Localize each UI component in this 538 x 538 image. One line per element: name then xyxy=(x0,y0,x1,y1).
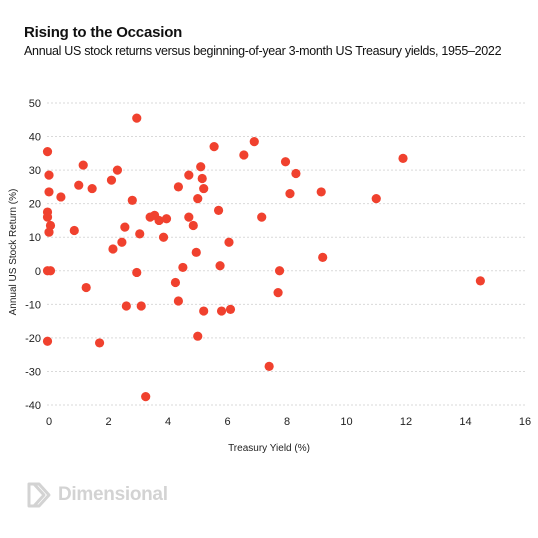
x-axis-ticks: 0 2 4 6 8 10 12 14 16 xyxy=(46,416,531,428)
data-point xyxy=(191,247,201,257)
data-point xyxy=(209,142,219,152)
data-point xyxy=(291,168,301,179)
data-point xyxy=(193,331,203,341)
data-point xyxy=(170,277,181,288)
y-tick-label: -20 xyxy=(25,333,41,345)
data-point xyxy=(56,192,66,202)
data-point xyxy=(257,212,267,222)
data-point xyxy=(273,287,283,298)
y-tick-label: 10 xyxy=(29,232,41,244)
data-point xyxy=(121,301,131,311)
data-point xyxy=(154,215,164,226)
chart-title: Rising to the Occasion xyxy=(24,24,183,41)
data-point xyxy=(239,150,249,160)
data-point xyxy=(45,266,56,276)
y-tick-label: -10 xyxy=(25,299,41,311)
x-tick-label: 8 xyxy=(284,416,290,428)
data-point xyxy=(188,220,198,231)
data-point xyxy=(285,189,295,199)
y-tick-label: 50 xyxy=(29,98,41,110)
data-point xyxy=(184,212,194,222)
data-point xyxy=(475,276,485,286)
x-tick-label: 12 xyxy=(400,416,412,428)
data-point xyxy=(106,175,117,185)
y-tick-label: 40 xyxy=(29,132,41,144)
data-point xyxy=(215,261,225,271)
data-point xyxy=(398,153,408,163)
brand-logo: Dimensional xyxy=(26,482,168,508)
dimensional-logo-icon xyxy=(27,482,51,508)
x-tick-label: 4 xyxy=(165,416,171,428)
x-axis-label: Treasury Yield (%) xyxy=(228,443,310,454)
data-point xyxy=(184,170,194,180)
data-point xyxy=(87,183,97,194)
data-point xyxy=(264,361,274,372)
x-tick-label: 0 xyxy=(46,416,52,428)
y-tick-label: -40 xyxy=(25,400,41,412)
data-point xyxy=(280,157,291,167)
data-point xyxy=(178,262,188,273)
data-point xyxy=(81,282,91,293)
x-tick-label: 16 xyxy=(519,416,531,428)
data-point xyxy=(120,222,130,232)
data-point xyxy=(224,237,234,247)
data-point xyxy=(135,229,145,239)
chart-subtitle: Annual US stock returns versus beginning… xyxy=(24,44,502,58)
data-point xyxy=(74,180,84,190)
data-point xyxy=(371,194,381,204)
data-point xyxy=(249,136,259,147)
data-point xyxy=(42,147,53,157)
data-point xyxy=(42,212,53,222)
data-point xyxy=(112,165,123,175)
data-point xyxy=(141,392,151,402)
data-point xyxy=(318,252,328,262)
data-point xyxy=(42,336,53,346)
data-point xyxy=(132,113,142,123)
data-point xyxy=(44,170,54,180)
y-tick-label: 20 xyxy=(29,199,41,211)
data-point xyxy=(108,244,118,254)
data-point xyxy=(197,173,207,184)
data-points xyxy=(42,113,485,402)
data-point xyxy=(216,306,227,316)
y-axis-label: Annual US Stock Return (%) xyxy=(8,189,19,316)
y-tick-label: -30 xyxy=(25,366,41,378)
x-tick-label: 10 xyxy=(340,416,352,428)
data-point xyxy=(78,160,88,170)
data-point xyxy=(316,187,326,197)
data-point xyxy=(44,227,54,237)
brand-name: Dimensional xyxy=(58,484,168,505)
data-point xyxy=(196,162,206,172)
gridlines xyxy=(47,102,525,406)
data-point xyxy=(117,237,127,247)
y-tick-label: 0 xyxy=(35,266,41,278)
data-point xyxy=(94,338,105,348)
data-point xyxy=(199,183,209,194)
data-point xyxy=(173,182,184,192)
data-point xyxy=(132,267,142,278)
x-tick-label: 14 xyxy=(459,416,471,428)
data-point xyxy=(69,225,79,236)
data-point xyxy=(225,304,236,314)
x-tick-label: 6 xyxy=(224,416,230,428)
y-axis-ticks: 50 40 30 20 10 0 -10 -20 -30 -40 xyxy=(25,98,41,412)
data-point xyxy=(161,214,172,224)
x-tick-label: 2 xyxy=(105,416,111,428)
data-point xyxy=(44,187,54,197)
data-point xyxy=(193,194,203,204)
data-point xyxy=(136,301,146,311)
data-point xyxy=(158,232,169,242)
data-point xyxy=(127,195,137,205)
data-point xyxy=(213,205,224,215)
data-point xyxy=(173,296,184,306)
y-tick-label: 30 xyxy=(29,165,41,177)
data-point xyxy=(274,266,285,276)
data-point xyxy=(199,306,209,316)
